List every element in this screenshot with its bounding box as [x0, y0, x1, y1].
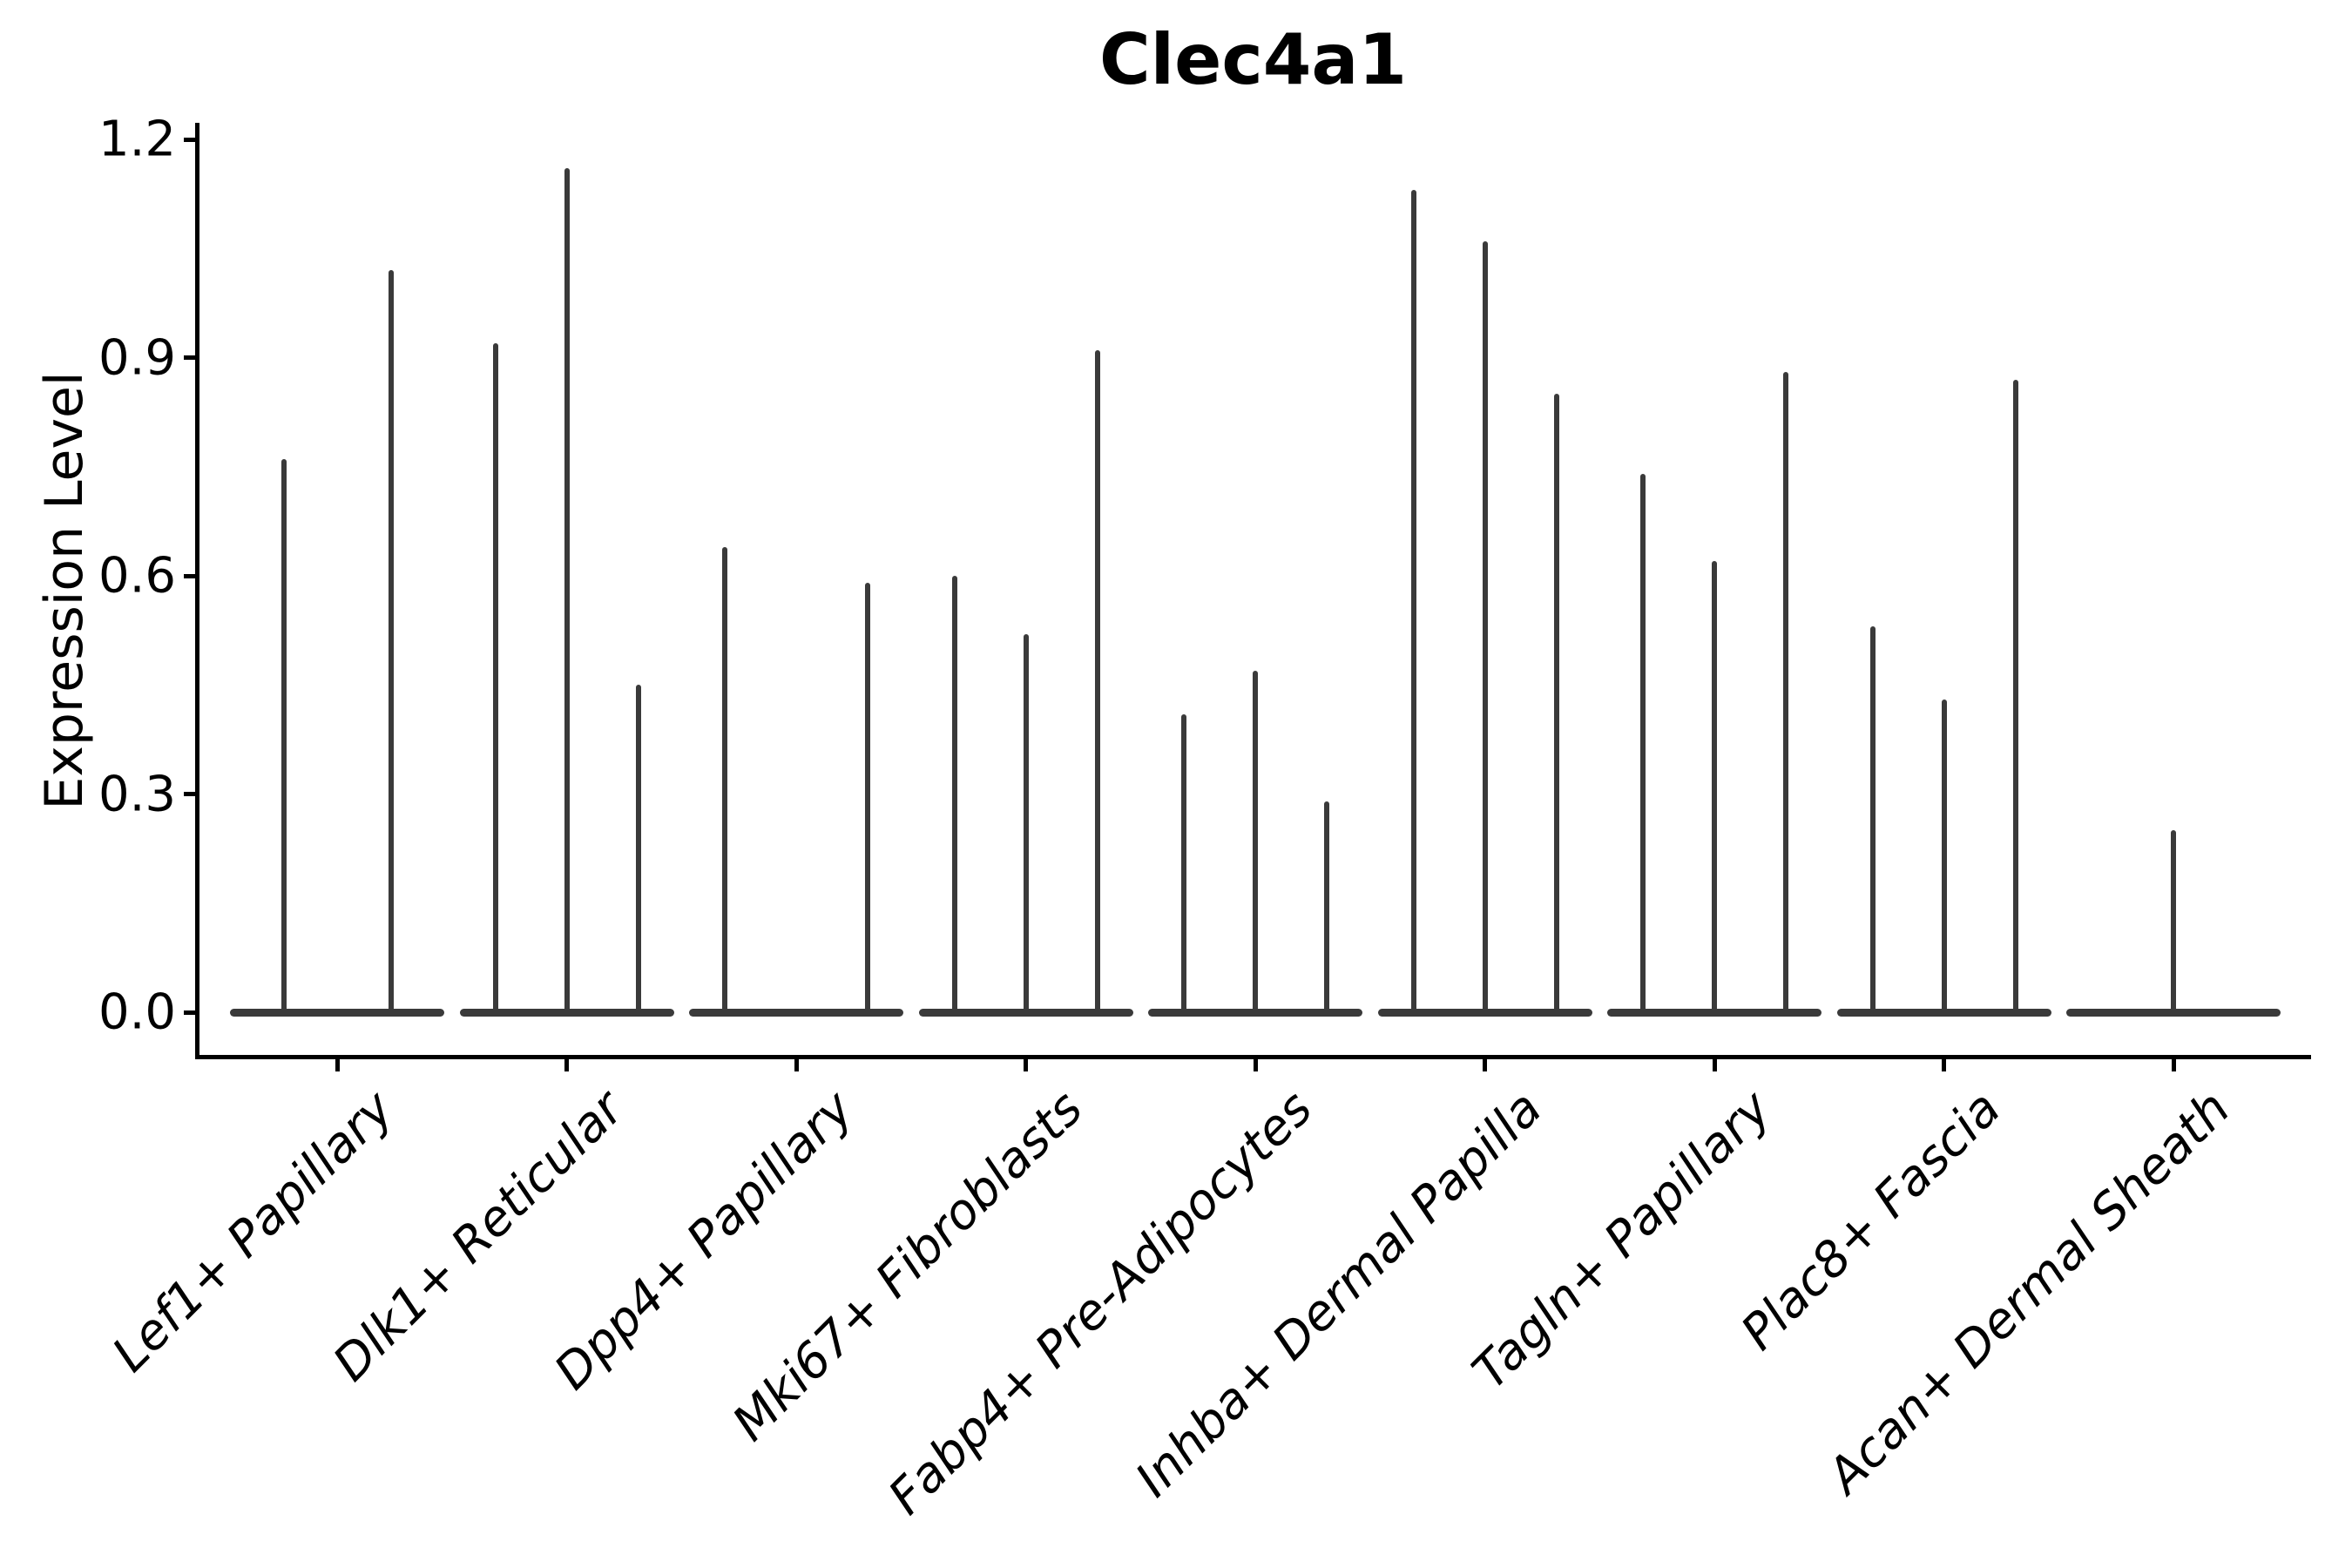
y-tick-label: 0.6: [98, 547, 176, 605]
violin-spike: [1553, 394, 1559, 1016]
violin-spike: [492, 342, 498, 1016]
x-tick-mark: [1253, 1059, 1258, 1071]
violin-spike: [635, 685, 641, 1016]
y-tick-mark: [184, 573, 196, 578]
x-tick-mark: [1942, 1059, 1946, 1071]
y-tick-mark: [184, 137, 196, 142]
violin-spike: [722, 546, 727, 1016]
x-axis-spine: [195, 1055, 2311, 1059]
y-tick-mark: [184, 355, 196, 360]
violin-spike: [1869, 626, 1876, 1016]
violin-spike: [2171, 830, 2176, 1016]
y-tick-mark: [184, 792, 196, 796]
y-tick-label: 0.9: [98, 329, 176, 386]
violin-spike: [951, 576, 957, 1016]
y-tick-label: 0.0: [98, 983, 176, 1041]
violin-spike: [388, 270, 394, 1016]
x-tick-mark: [2171, 1059, 2176, 1071]
y-axis-spine: [195, 123, 199, 1058]
violin-spike: [1640, 474, 1646, 1016]
violin-spike: [564, 168, 570, 1016]
x-tick-mark: [1483, 1059, 1487, 1071]
violin-spike: [1023, 633, 1029, 1016]
x-tick-mark: [1024, 1059, 1028, 1071]
x-tick-mark: [1712, 1059, 1717, 1071]
violin-spike: [2012, 379, 2018, 1016]
violin-spike: [280, 459, 287, 1016]
x-tick-mark: [564, 1059, 569, 1071]
violin-spike: [1253, 670, 1258, 1016]
x-tick-mark: [335, 1059, 340, 1071]
violin-base: [689, 1009, 903, 1017]
violin-spike: [1941, 699, 1947, 1016]
violin-spike: [1324, 801, 1329, 1016]
violin-spike: [1094, 350, 1100, 1016]
x-tick-label: Fabp4+ Pre-Adipocytes: [877, 1080, 1323, 1526]
x-tick-label: Acan+ Dermal Sheath: [1816, 1080, 2241, 1504]
violin-spike: [1410, 190, 1416, 1016]
y-tick-label: 1.2: [98, 111, 176, 168]
x-tick-label: Inhba+ Dermal Papilla: [1125, 1080, 1553, 1509]
violin-spike: [865, 583, 870, 1016]
violin-spike: [1712, 561, 1717, 1016]
violin-spike: [1482, 240, 1488, 1016]
chart-title: Clec4a1: [1098, 19, 1408, 100]
x-tick-mark: [794, 1059, 799, 1071]
violin-spike: [1181, 713, 1186, 1016]
y-tick-label: 0.3: [98, 766, 176, 822]
violin-base: [230, 1009, 444, 1017]
y-tick-mark: [184, 1010, 196, 1015]
violin-spike: [1783, 372, 1788, 1016]
